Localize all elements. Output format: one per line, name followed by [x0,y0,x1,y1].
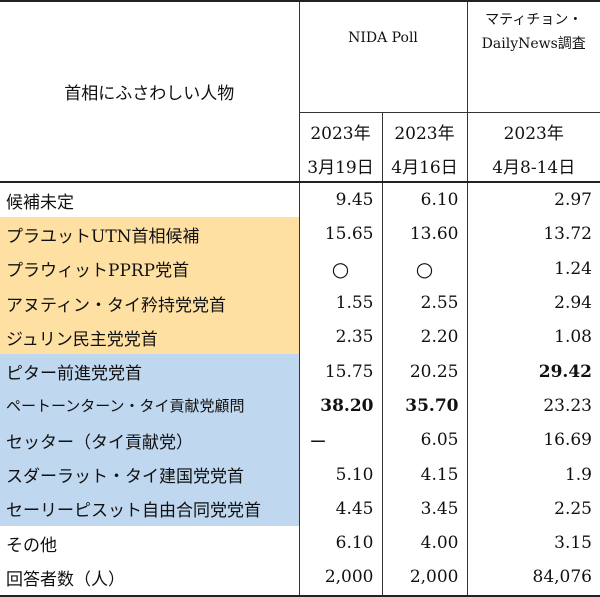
poll-table-container: 首相にふさわしい人物 NIDA Poll マティチョン・ DailyNews調査… [0,0,600,579]
row-value: 13.72 [467,217,600,251]
table-row: 回答者数（人） 2,000 2,000 84,076 [0,560,600,595]
row-name: セーリーピスット自由合同党党首 [0,492,299,526]
row-value: 20.25 [382,354,467,388]
row-value: 6.10 [299,526,382,560]
row-value: 16.69 [467,423,600,457]
row-value: 2.55 [382,286,467,320]
row-value: ー [299,423,382,457]
col1-year: 2023年 [299,113,382,150]
row-value: 6.10 [382,182,467,217]
row-value: 9.45 [299,182,382,217]
table-row: スダーラット・タイ建国党党首 5.10 4.15 1.9 [0,457,600,491]
table-row: セッター（タイ貢献党） ー 6.05 16.69 [0,423,600,457]
table-row: セーリーピスット自由合同党党首 4.45 3.45 2.25 [0,492,600,526]
row-value: 15.65 [299,217,382,251]
col2-year: 2023年 [382,113,467,150]
table-row: ジュリン民主党党首 2.35 2.20 1.08 [0,320,600,354]
table-row: ペートーンターン・タイ貢献党顧問 38.20 35.70 23.23 [0,389,600,423]
table-row: プラユットUTN首相候補 15.65 13.60 13.72 [0,217,600,251]
row-value: 2.25 [467,492,600,526]
row-name: その他 [0,526,299,560]
row-name: プラユットUTN首相候補 [0,217,299,251]
row-value: 2.35 [299,320,382,354]
row-value: ○ [299,252,382,286]
row-value: 29.42 [467,354,600,388]
table-row: プラウィットPPRP党首 ○ ○ 1.24 [0,252,600,286]
row-name: アヌティン・タイ矜持党党首 [0,286,299,320]
row-name: 回答者数（人） [0,560,299,595]
row-value: 5.10 [299,457,382,491]
col3-year: 2023年 [467,113,600,150]
nida-poll-header: NIDA Poll [299,1,467,113]
row-name: プラウィットPPRP党首 [0,252,299,286]
row-value: 1.9 [467,457,600,491]
col1-date: 3月19日 [299,149,382,182]
row-value: 23.23 [467,389,600,423]
table-row: ピター前進党党首 15.75 20.25 29.42 [0,354,600,388]
col2-date: 4月16日 [382,149,467,182]
row-value: 3.15 [467,526,600,560]
row-name: ピター前進党党首 [0,354,299,388]
row-value: 2.97 [467,182,600,217]
row-name: スダーラット・タイ建国党党首 [0,457,299,491]
row-value: 4.00 [382,526,467,560]
col3-date: 4月8-14日 [467,149,600,182]
row-value: 35.70 [382,389,467,423]
table-row: 候補未定 9.45 6.10 2.97 [0,182,600,217]
row-name: ジュリン民主党党首 [0,320,299,354]
row-value: 4.15 [382,457,467,491]
row-value: 2,000 [299,560,382,595]
row-value: 3.45 [382,492,467,526]
row-value: ○ [382,252,467,286]
row-value: 2,000 [382,560,467,595]
matichon-line1: マティチョン・ [468,8,600,32]
row-value: 1.08 [467,320,600,354]
row-value: 13.60 [382,217,467,251]
row-value: 15.75 [299,354,382,388]
row-value: 1.24 [467,252,600,286]
table-row: アヌティン・タイ矜持党党首 1.55 2.55 2.94 [0,286,600,320]
row-value: 2.20 [382,320,467,354]
row-value: 1.55 [299,286,382,320]
matichon-line2: DailyNews調査 [468,32,600,56]
matichon-header: マティチョン・ DailyNews調査 [467,1,600,113]
row-value: 4.45 [299,492,382,526]
header-row-top: 首相にふさわしい人物 NIDA Poll マティチョン・ DailyNews調査 [0,1,600,113]
row-name: 候補未定 [0,182,299,217]
table-row: その他 6.10 4.00 3.15 [0,526,600,560]
row-value: 84,076 [467,560,600,595]
row-value: 38.20 [299,389,382,423]
row-value: 2.94 [467,286,600,320]
row-value: 6.05 [382,423,467,457]
table-title: 首相にふさわしい人物 [0,1,299,182]
row-name: ペートーンターン・タイ貢献党顧問 [0,389,299,423]
row-name: セッター（タイ貢献党） [0,423,299,457]
